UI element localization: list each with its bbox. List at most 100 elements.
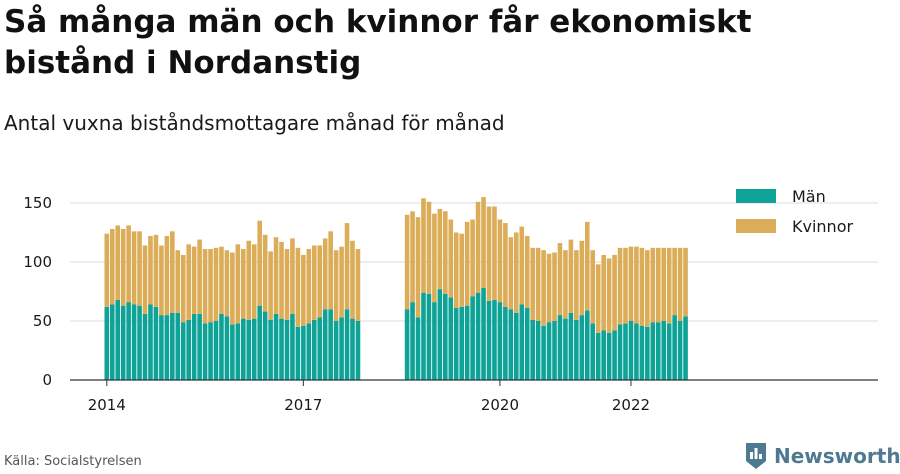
bar-men <box>524 308 530 380</box>
bar-men <box>170 312 175 380</box>
newsworthy-brand: Newsworthy <box>744 441 900 471</box>
bar-men <box>579 315 585 380</box>
bar-men <box>546 322 552 380</box>
bar-women <box>508 237 514 310</box>
bar-women <box>109 228 115 305</box>
bar-women <box>645 250 650 327</box>
bar-women <box>443 211 448 294</box>
bar-women <box>514 232 519 313</box>
bar-women <box>595 264 601 333</box>
bar-women <box>426 201 432 294</box>
bar-men <box>290 313 295 380</box>
bar-women <box>530 247 535 320</box>
source-note: Källa: Socialstyrelsen <box>4 454 142 469</box>
bar-men <box>541 325 546 380</box>
bar-men <box>164 315 170 380</box>
bar-women <box>677 247 683 321</box>
bar-men <box>634 323 639 380</box>
bar-men <box>617 324 623 380</box>
legend-label-women: Kvinnor <box>792 217 853 236</box>
bar-men <box>142 313 148 380</box>
bar-men <box>328 309 333 380</box>
bar-men <box>339 317 344 380</box>
bar-men <box>677 321 683 380</box>
bar-men <box>350 318 355 380</box>
bar-women <box>333 250 339 321</box>
bar-women <box>524 236 530 309</box>
bar-men <box>574 319 579 380</box>
bar-women <box>131 231 137 305</box>
bar-men <box>115 299 121 380</box>
y-tick-label: 0 <box>42 371 52 389</box>
bar-men <box>131 304 137 380</box>
x-tick-label: 2014 <box>88 396 126 414</box>
bar-men <box>683 316 688 380</box>
bar-men <box>443 293 448 380</box>
bar-men <box>301 325 306 380</box>
bar-women <box>568 239 574 313</box>
bar-women <box>601 254 606 331</box>
bar-women <box>453 232 459 309</box>
newsworthy-logo-icon <box>746 443 766 469</box>
bar-women <box>241 249 246 319</box>
bar-women <box>251 244 257 319</box>
bar-women <box>634 246 639 324</box>
bar-women <box>546 253 552 323</box>
bar-women <box>519 226 525 305</box>
bar-men <box>448 297 454 380</box>
bar-women <box>584 221 590 311</box>
bar-women <box>464 221 470 306</box>
bar-men <box>464 305 470 380</box>
bar-women <box>104 233 110 307</box>
bar-men <box>432 302 437 380</box>
chart-title: Så många män och kvinnor får ekonomiskt … <box>4 4 752 81</box>
bar-men <box>639 325 645 380</box>
bar-women <box>311 245 317 320</box>
bar-women <box>153 234 159 307</box>
x-tick-label: 2022 <box>612 396 650 414</box>
bar-women <box>235 244 241 324</box>
bar-women <box>497 219 503 303</box>
bar-women <box>481 197 486 288</box>
bar-women <box>574 250 579 320</box>
bar-men <box>235 323 241 380</box>
bar-women <box>191 246 197 314</box>
bar-men <box>322 309 328 380</box>
bar-men <box>219 313 224 380</box>
bar-women <box>142 245 148 314</box>
bar-men <box>557 315 563 380</box>
bar-men <box>333 321 339 380</box>
bar-men <box>153 306 159 380</box>
bar-women <box>470 219 475 297</box>
bar-men <box>486 300 492 380</box>
bar-women <box>437 208 443 290</box>
bar-women <box>655 247 661 323</box>
y-tick-label: 50 <box>33 312 52 330</box>
bar-men <box>251 318 257 380</box>
bar-women <box>650 247 656 323</box>
bar-women <box>432 213 437 303</box>
bar-men <box>514 312 519 380</box>
bar-women <box>535 247 541 321</box>
bar-men <box>262 311 268 380</box>
bar-men <box>230 324 235 380</box>
bar-men <box>552 321 557 380</box>
bar-women <box>475 201 481 293</box>
bar-men <box>268 319 273 380</box>
bar-women <box>415 217 421 318</box>
bar-women <box>503 223 508 307</box>
bar-men <box>590 323 596 380</box>
bar-men <box>355 321 361 380</box>
legend: Män Kvinnor <box>736 187 853 236</box>
bar-women <box>115 225 121 300</box>
bar-men <box>481 287 486 380</box>
bar-women <box>126 225 131 303</box>
bar-men <box>492 299 497 380</box>
bar-men <box>186 319 191 380</box>
bar-women <box>590 250 596 324</box>
bar-men <box>257 305 262 380</box>
legend-swatch-men <box>736 189 776 203</box>
bar-men <box>311 319 317 380</box>
bar-men <box>344 309 350 380</box>
bar-women <box>661 247 667 321</box>
